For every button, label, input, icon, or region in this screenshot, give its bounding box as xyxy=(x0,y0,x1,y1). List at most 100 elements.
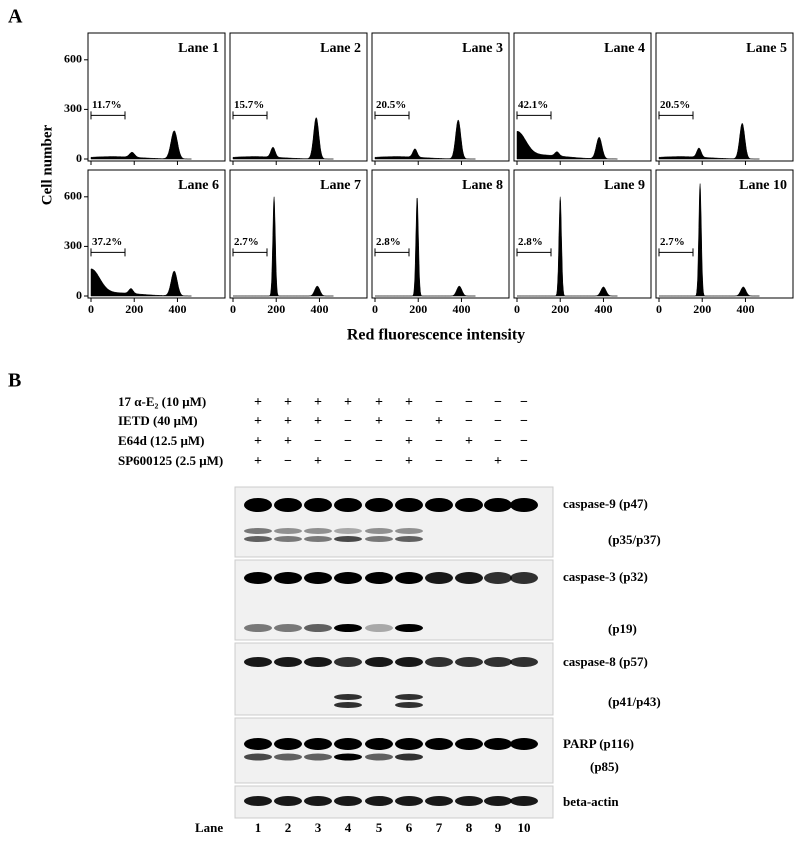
lane-label: Lane 1 xyxy=(178,41,219,56)
histogram-frame xyxy=(229,169,368,299)
histogram-frame xyxy=(87,32,226,162)
band-label: (p19) xyxy=(608,621,637,636)
treatment-mark: + xyxy=(254,395,262,410)
band xyxy=(510,738,538,750)
band xyxy=(425,754,453,761)
band xyxy=(244,536,272,542)
band-label: caspase-8 (p57) xyxy=(563,654,648,669)
band xyxy=(510,796,538,806)
lane-label: Lane 8 xyxy=(462,178,503,193)
band xyxy=(455,572,483,584)
band xyxy=(425,624,453,632)
band xyxy=(510,694,538,700)
band xyxy=(395,738,423,750)
histogram xyxy=(659,183,760,297)
histogram-frame xyxy=(371,169,510,299)
band xyxy=(334,624,362,632)
band xyxy=(510,657,538,667)
treatment-mark: + xyxy=(435,414,443,429)
band xyxy=(455,702,483,708)
band xyxy=(244,796,272,806)
treatment-mark: + xyxy=(254,454,262,469)
band xyxy=(395,702,423,708)
x-tick-label: 0 xyxy=(656,302,662,316)
lane-label: Lane 6 xyxy=(178,178,219,193)
band xyxy=(334,498,362,512)
band xyxy=(395,536,423,542)
band xyxy=(244,657,272,667)
gate-bracket xyxy=(658,248,694,257)
treatment-mark: + xyxy=(314,414,322,429)
band xyxy=(395,694,423,700)
band xyxy=(365,624,393,632)
blot-panel xyxy=(234,642,554,716)
band xyxy=(365,738,393,750)
band xyxy=(365,657,393,667)
band xyxy=(510,528,538,534)
band xyxy=(365,536,393,542)
x-tick-label: 0 xyxy=(372,302,378,316)
histogram-frame xyxy=(655,32,794,162)
band xyxy=(334,572,362,584)
band xyxy=(425,702,453,708)
treatment-mark: − xyxy=(375,434,383,449)
band xyxy=(274,528,302,534)
band xyxy=(395,528,423,534)
y-tick-label: 600 xyxy=(64,52,82,66)
band xyxy=(425,536,453,542)
band xyxy=(510,536,538,542)
lane-number: 2 xyxy=(285,820,292,835)
lane-title: Lane xyxy=(195,820,223,835)
treatment-mark: − xyxy=(494,414,502,429)
blot-panel xyxy=(234,717,554,784)
treatment-mark: − xyxy=(375,454,383,469)
lane-label: Lane 7 xyxy=(320,178,361,193)
panel-label: B xyxy=(8,370,21,392)
band xyxy=(455,738,483,750)
x-tick-label: 200 xyxy=(551,302,569,316)
treatment-mark: + xyxy=(405,454,413,469)
treatment-mark: − xyxy=(405,414,413,429)
treatment-mark: + xyxy=(314,395,322,410)
treatment-mark: − xyxy=(344,454,352,469)
treatment-label: SP600125 (2.5 μM) xyxy=(118,453,223,468)
band xyxy=(455,754,483,761)
band xyxy=(510,498,538,512)
treatment-label: IETD (40 μM) xyxy=(118,413,198,428)
treatment-mark: − xyxy=(520,434,528,449)
band xyxy=(484,694,512,700)
band xyxy=(484,702,512,708)
gate-percentage: 11.7% xyxy=(92,99,122,111)
band-label: PARP (p116) xyxy=(563,736,634,751)
band xyxy=(365,702,393,708)
band xyxy=(304,694,332,700)
treatment-mark: − xyxy=(520,395,528,410)
treatment-mark: + xyxy=(284,395,292,410)
band-label: caspase-9 (p47) xyxy=(563,496,648,511)
band xyxy=(484,624,512,632)
gate-bracket xyxy=(374,111,410,120)
lane-number: 3 xyxy=(315,820,322,835)
band xyxy=(484,738,512,750)
band xyxy=(304,657,332,667)
gate-percentage: 2.7% xyxy=(234,236,259,248)
band xyxy=(304,528,332,534)
band xyxy=(274,738,302,750)
y-tick-label: 300 xyxy=(64,238,82,252)
band-label: (p41/p43) xyxy=(608,694,661,709)
lane-label: Lane 2 xyxy=(320,41,361,56)
histogram-frame xyxy=(513,169,652,299)
treatment-mark: + xyxy=(465,434,473,449)
band xyxy=(395,624,423,632)
band xyxy=(244,753,272,761)
treatment-mark: + xyxy=(375,414,383,429)
x-tick-label: 200 xyxy=(267,302,285,316)
x-tick-label: 200 xyxy=(693,302,711,316)
treatment-mark: + xyxy=(254,414,262,429)
histogram-frame xyxy=(229,32,368,162)
band xyxy=(484,536,512,542)
gate-percentage: 20.5% xyxy=(376,99,406,111)
band xyxy=(244,624,272,632)
band xyxy=(365,694,393,700)
